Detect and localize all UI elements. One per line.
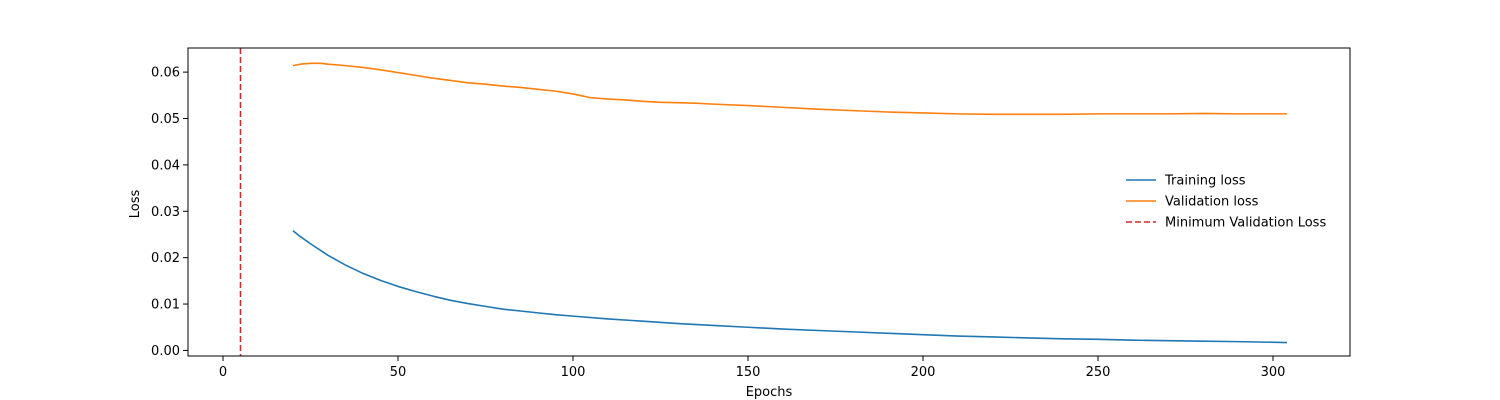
x-tick-label: 50 (390, 365, 407, 380)
y-tick-label: 0.00 (151, 344, 180, 359)
plot-area (239, 48, 1288, 356)
legend-training-loss-label: Training loss (1164, 174, 1246, 189)
validation-loss-line (292, 62, 1287, 116)
y-tick-label: 0.05 (151, 112, 180, 127)
legend: Training loss Validation loss Minimum Vali… (1126, 174, 1326, 231)
x-axis-label: Epochs (746, 385, 793, 400)
y-axis-label: Loss (128, 190, 143, 219)
legend-validation-loss-label: Validation loss (1165, 195, 1259, 210)
x-tick-label: 150 (736, 365, 761, 380)
y-tick-label: 0.06 (151, 66, 180, 81)
y-tick-label: 0.04 (151, 158, 180, 173)
legend-min-validation-loss-label: Minimum Validation Loss (1165, 216, 1326, 231)
y-tick-label: 0.02 (151, 251, 180, 266)
x-tick-label: 0 (219, 365, 227, 380)
x-tick-label: 250 (1086, 365, 1111, 380)
training-loss-line (292, 230, 1288, 344)
x-axis-ticks: 0 50 100 150 200 250 300 (219, 356, 1286, 380)
x-tick-label: 100 (561, 365, 586, 380)
plot-frame (187, 47, 1351, 357)
y-tick-label: 0.03 (151, 205, 180, 220)
y-axis-ticks: 0.00 0.01 0.02 0.03 0.04 0.05 0.06 (151, 66, 188, 359)
y-tick-label: 0.01 (151, 298, 180, 313)
x-tick-label: 300 (1261, 365, 1286, 380)
x-tick-label: 200 (911, 365, 936, 380)
